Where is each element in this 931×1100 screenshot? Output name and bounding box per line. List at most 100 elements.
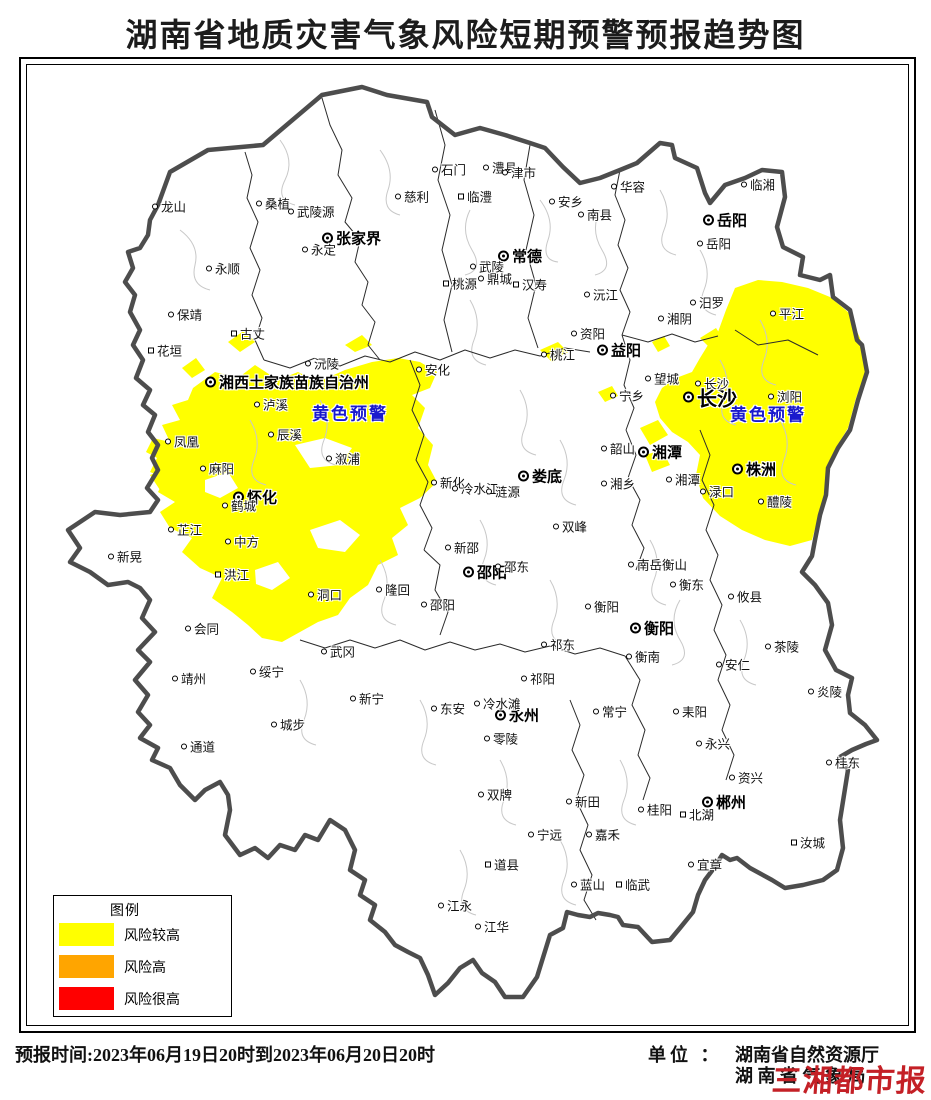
city-name: 龙山 (161, 200, 187, 215)
county-marker-icon (108, 553, 114, 559)
city-name: 湘西土家族苗族自治州 (219, 374, 370, 392)
page-title: 湖南省地质灾害气象风险短期预警预报趋势图 (125, 17, 806, 53)
county-label: 韶山 (601, 439, 635, 458)
prefecture-label: 张家界 (322, 228, 381, 249)
county-marker-icon (826, 759, 832, 765)
city-name: 道县 (494, 858, 520, 873)
prefecture-marker-icon (322, 232, 333, 244)
prefecture-marker-icon (703, 214, 714, 226)
county-label: 城步 (271, 715, 305, 734)
county-marker-icon (215, 571, 221, 577)
county-label: 永顺 (206, 259, 240, 278)
county-marker-icon (152, 203, 158, 209)
city-name: 石门 (441, 163, 467, 178)
city-name: 安乡 (558, 195, 584, 210)
legend-item-label: 风险高 (124, 960, 166, 976)
county-marker-icon (585, 603, 591, 609)
city-name: 永州 (509, 707, 540, 725)
county-marker-icon (601, 480, 607, 486)
county-marker-icon (571, 330, 577, 336)
legend-item: 风险很高 (59, 987, 180, 1010)
county-marker-icon (484, 735, 490, 741)
county-label: 中方 (225, 532, 259, 551)
county-label: 宁远 (528, 825, 562, 844)
city-name: 长沙 (697, 388, 737, 411)
county-marker-icon (571, 881, 577, 887)
city-name: 新化 (440, 476, 466, 491)
county-label: 安仁 (716, 655, 750, 674)
city-name: 平江 (779, 307, 805, 322)
unit-line2: 湖 南 省 气 象 局 (735, 1066, 866, 1086)
county-marker-icon (416, 366, 422, 372)
county-label: 凤凰 (165, 432, 199, 451)
county-marker-icon (528, 831, 534, 837)
county-label: 鼎城 (478, 269, 512, 288)
county-label: 湘潭 (666, 470, 700, 489)
prefecture-marker-icon (638, 446, 649, 458)
county-marker-icon (513, 281, 519, 287)
county-marker-icon (168, 526, 174, 532)
legend-item-label: 风险很高 (124, 992, 180, 1008)
city-name: 娄底 (532, 468, 563, 486)
county-marker-icon (553, 523, 559, 529)
prefecture-label: 郴州 (702, 792, 746, 813)
prefecture-marker-icon (630, 622, 641, 634)
city-name: 桑植 (265, 197, 291, 212)
county-marker-icon (350, 695, 356, 701)
county-label: 攸县 (728, 587, 762, 606)
city-name: 湘潭 (652, 444, 683, 462)
county-label: 武陵源 (288, 202, 335, 221)
county-label: 望城 (645, 369, 679, 388)
city-name: 临武 (625, 878, 651, 893)
city-name: 零陵 (493, 732, 519, 747)
county-label: 醴陵 (758, 492, 792, 511)
city-name: 资阳 (580, 327, 606, 342)
county-marker-icon (566, 798, 572, 804)
county-marker-icon (165, 438, 171, 444)
county-marker-icon (181, 743, 187, 749)
county-label: 临湘 (741, 175, 775, 194)
county-label: 衡南 (626, 647, 660, 666)
county-label: 通道 (181, 737, 215, 756)
county-label: 道县 (485, 855, 519, 874)
county-label: 资兴 (729, 768, 763, 787)
city-name: 祁阳 (530, 672, 556, 687)
prefecture-label: 益阳 (597, 340, 641, 361)
city-name: 汨罗 (699, 296, 725, 311)
county-label: 鹤城 (222, 496, 256, 515)
county-marker-icon (302, 246, 308, 252)
county-marker-icon (200, 465, 206, 471)
county-label: 新宁 (350, 689, 384, 708)
map-frame (19, 57, 916, 1033)
county-marker-icon (728, 593, 734, 599)
city-name: 辰溪 (277, 428, 303, 443)
city-name: 会同 (194, 622, 220, 637)
city-name: 渌口 (709, 485, 735, 500)
city-name: 永兴 (705, 737, 731, 752)
city-name: 益阳 (611, 342, 642, 360)
city-name: 芷江 (177, 523, 203, 538)
county-label: 平江 (770, 304, 804, 323)
county-marker-icon (470, 263, 476, 269)
county-label: 临武 (616, 875, 650, 894)
city-name: 湘潭 (675, 473, 701, 488)
city-name: 宜章 (697, 858, 723, 873)
county-label: 新化 (431, 473, 465, 492)
legend-color-swatch (59, 987, 114, 1010)
county-label: 茶陵 (765, 637, 799, 656)
prefecture-label: 娄底 (518, 466, 562, 487)
city-name: 常宁 (602, 705, 628, 720)
city-name: 江华 (484, 920, 510, 935)
county-marker-icon (421, 601, 427, 607)
city-name: 溆浦 (335, 452, 361, 467)
city-name: 南岳衡山 (637, 558, 688, 573)
county-marker-icon (308, 591, 314, 597)
city-name: 耒阳 (682, 705, 708, 720)
county-marker-icon (268, 431, 274, 437)
prefecture-label: 怀化 (233, 487, 277, 508)
county-label: 南岳衡山 (628, 555, 687, 574)
county-marker-icon (695, 380, 701, 386)
city-name: 望城 (654, 372, 680, 387)
prefecture-label: 衡阳 (630, 618, 674, 639)
